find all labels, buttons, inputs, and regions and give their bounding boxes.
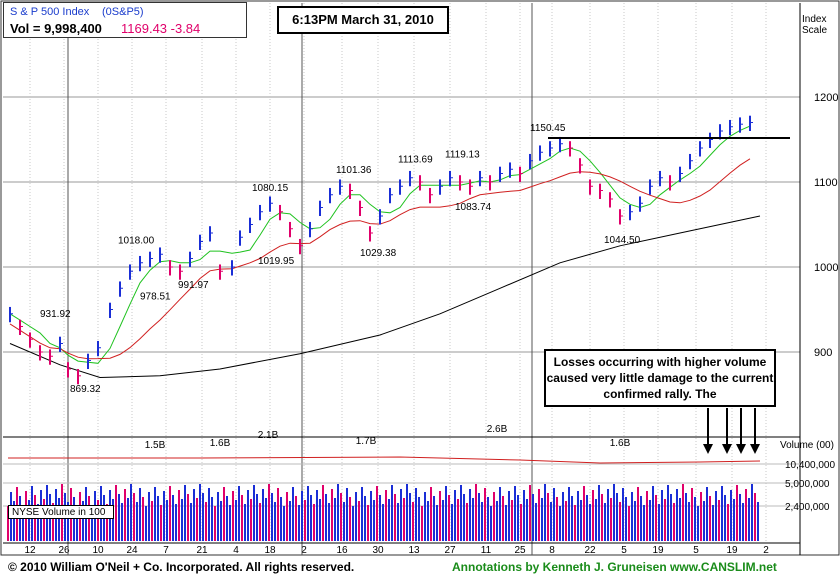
price-info: 1169.43 -3.84 <box>121 21 201 36</box>
volume-annotation: 1.6B <box>210 438 231 449</box>
x-tick-label: 18 <box>264 545 276 556</box>
annotation-box: Losses occurring with higher volume caus… <box>544 349 776 407</box>
price-annotation: 869.32 <box>70 384 101 395</box>
y-tick-label: 1100 <box>814 177 838 189</box>
copyright: © 2010 William O'Neil + Co. Incorporated… <box>8 560 355 574</box>
volume-annotation: 2.1B <box>258 430 279 441</box>
x-tick-label: 26 <box>58 545 70 556</box>
x-tick-label: 5 <box>693 545 699 556</box>
x-tick-label: 21 <box>196 545 208 556</box>
x-tick-label: 24 <box>126 545 138 556</box>
volume-label: Vol = 9,998,400 <box>10 21 102 36</box>
volume-annotation: 1.6B <box>610 438 631 449</box>
price-annotation: 931.92 <box>40 309 71 320</box>
x-tick-label: 22 <box>584 545 596 556</box>
x-tick-label: 12 <box>24 545 36 556</box>
volume-tick-label: 2,400,000 <box>785 502 830 513</box>
volume-header: Volume (00) <box>780 440 834 451</box>
volume-ma-line <box>8 456 761 464</box>
x-tick-label: 7 <box>163 545 169 556</box>
x-tick-label: 30 <box>372 545 384 556</box>
volume-annotation: 1.7B <box>356 436 377 447</box>
header-box: S & P 500 Index (0S&P5) Vol = 9,998,400 … <box>3 2 247 38</box>
x-tick-label: 16 <box>336 545 348 556</box>
index-name: S & P 500 Index <box>10 6 90 18</box>
x-tick-label: 19 <box>726 545 738 556</box>
y-tick-label: 900 <box>814 347 832 359</box>
price-annotation: 1150.45 <box>530 123 566 134</box>
volume-tick-label: 5,000,000 <box>785 479 830 490</box>
x-tick-label: 19 <box>652 545 664 556</box>
price-annotation: 991.97 <box>178 280 209 291</box>
price-bars <box>9 115 753 385</box>
price-annotation: 1029.38 <box>360 248 397 259</box>
x-tick-label: 13 <box>408 545 420 556</box>
volume-tick-label: 10,400,000 <box>785 460 835 471</box>
price-annotation: 1018.00 <box>118 236 155 247</box>
ma-long-line <box>9 215 761 379</box>
price-annotation: 1101.36 <box>336 165 372 176</box>
price-annotation: 978.51 <box>140 291 171 302</box>
x-tick-label: 10 <box>92 545 104 556</box>
symbol: (0S&P5) <box>102 6 144 18</box>
price-annotation: 1044.50 <box>604 235 641 246</box>
footer: © 2010 William O'Neil + Co. Incorporated… <box>0 556 840 579</box>
price-annotation: 1019.95 <box>258 256 295 267</box>
price-annotation: 1113.69 <box>398 154 433 165</box>
x-tick-label: 2 <box>763 545 769 556</box>
x-tick-label: 4 <box>233 545 239 556</box>
x-tick-label: 5 <box>621 545 627 556</box>
x-tick-label: 11 <box>481 545 492 556</box>
price-annotation: 1080.15 <box>252 183 289 194</box>
price-labels: 931.92 869.32 1018.00 978.51 991.97 1080.15 10… <box>40 123 641 395</box>
price-annotation: 1083.74 <box>455 202 492 213</box>
volume-annotation: 1.5B <box>145 440 166 451</box>
x-tick-label: 27 <box>444 545 456 556</box>
volume-annotation: 2.6B <box>487 424 508 435</box>
price-annotation: 1119.13 <box>445 150 480 161</box>
index-scale-label: Index Scale <box>802 14 828 36</box>
x-tick-label: 8 <box>549 545 555 556</box>
x-tick-label: 25 <box>514 545 526 556</box>
credit-link[interactable]: Annotations by Kenneth J. Gruneisen www.… <box>452 560 777 574</box>
y-tick-label: 1200 <box>814 92 838 104</box>
nyse-volume-legend: NYSE Volume in 100 <box>8 505 114 519</box>
y-tick-label: 1000 <box>814 262 838 274</box>
date-label: 6:13PM March 31, 2010 <box>277 6 449 34</box>
x-tick-label: 2 <box>301 545 307 556</box>
